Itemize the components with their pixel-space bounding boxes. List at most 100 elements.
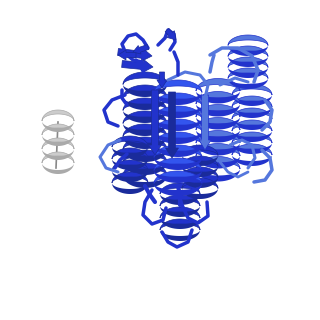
Polygon shape [123, 124, 167, 136]
Polygon shape [160, 183, 200, 194]
Polygon shape [112, 172, 148, 183]
Polygon shape [196, 131, 240, 143]
Polygon shape [42, 163, 74, 174]
Polygon shape [123, 175, 167, 188]
Polygon shape [42, 121, 74, 132]
Polygon shape [123, 98, 167, 110]
Polygon shape [154, 106, 202, 118]
Polygon shape [228, 57, 268, 68]
Polygon shape [123, 84, 167, 97]
Polygon shape [160, 230, 200, 241]
Polygon shape [42, 152, 74, 163]
Polygon shape [196, 143, 240, 156]
Polygon shape [199, 95, 211, 150]
Polygon shape [123, 163, 167, 175]
Polygon shape [232, 120, 272, 131]
Polygon shape [228, 57, 268, 67]
Polygon shape [232, 84, 272, 95]
Polygon shape [196, 105, 240, 117]
Polygon shape [196, 117, 240, 130]
Polygon shape [232, 95, 272, 106]
Polygon shape [160, 206, 200, 217]
Polygon shape [154, 93, 202, 106]
Polygon shape [154, 171, 202, 183]
Polygon shape [154, 158, 202, 171]
Polygon shape [232, 144, 272, 155]
Polygon shape [123, 137, 167, 149]
Polygon shape [42, 135, 74, 146]
Polygon shape [154, 145, 202, 157]
Polygon shape [228, 46, 268, 57]
Polygon shape [154, 80, 202, 92]
Polygon shape [112, 159, 148, 170]
Polygon shape [196, 169, 240, 181]
Polygon shape [160, 207, 200, 218]
Polygon shape [232, 119, 272, 130]
Polygon shape [232, 143, 272, 154]
Polygon shape [182, 178, 218, 188]
Polygon shape [112, 171, 148, 182]
Polygon shape [228, 45, 268, 56]
Polygon shape [160, 219, 200, 230]
Polygon shape [154, 119, 202, 132]
Polygon shape [228, 78, 268, 89]
Polygon shape [112, 136, 148, 147]
Polygon shape [160, 194, 200, 205]
Polygon shape [122, 60, 153, 73]
Polygon shape [232, 107, 272, 118]
Polygon shape [154, 132, 202, 144]
Polygon shape [154, 118, 202, 131]
Polygon shape [123, 124, 167, 137]
Polygon shape [42, 110, 74, 121]
Polygon shape [182, 156, 218, 166]
Polygon shape [123, 72, 167, 84]
Polygon shape [182, 166, 218, 177]
Polygon shape [232, 131, 272, 142]
Polygon shape [123, 149, 167, 162]
Polygon shape [123, 150, 167, 163]
Polygon shape [196, 117, 240, 130]
Polygon shape [165, 28, 176, 40]
Polygon shape [196, 156, 240, 169]
Polygon shape [160, 218, 200, 229]
Polygon shape [196, 156, 240, 169]
Polygon shape [123, 110, 167, 123]
Polygon shape [112, 183, 148, 194]
Polygon shape [42, 124, 74, 135]
Polygon shape [182, 156, 218, 166]
Polygon shape [196, 92, 240, 104]
Polygon shape [165, 92, 179, 158]
Polygon shape [154, 171, 202, 183]
Polygon shape [196, 143, 240, 156]
Polygon shape [182, 167, 218, 178]
Polygon shape [112, 148, 148, 159]
Polygon shape [154, 106, 202, 118]
Polygon shape [160, 195, 200, 206]
Polygon shape [112, 147, 148, 158]
Polygon shape [42, 138, 74, 149]
Polygon shape [228, 68, 268, 78]
Polygon shape [117, 48, 152, 61]
Polygon shape [182, 145, 218, 156]
Polygon shape [228, 35, 268, 45]
Polygon shape [196, 91, 240, 103]
Polygon shape [123, 137, 167, 149]
Polygon shape [232, 155, 272, 166]
Polygon shape [148, 90, 162, 155]
Polygon shape [232, 132, 272, 143]
Polygon shape [123, 163, 167, 175]
Polygon shape [154, 145, 202, 157]
Polygon shape [118, 50, 136, 60]
Polygon shape [228, 68, 268, 78]
Polygon shape [154, 183, 202, 196]
Polygon shape [157, 72, 167, 88]
Polygon shape [123, 85, 167, 98]
Polygon shape [154, 157, 202, 170]
Polygon shape [182, 178, 218, 188]
Polygon shape [133, 44, 149, 54]
Polygon shape [196, 78, 240, 91]
Polygon shape [154, 92, 202, 105]
Polygon shape [196, 104, 240, 116]
Polygon shape [42, 149, 74, 160]
Polygon shape [232, 96, 272, 107]
